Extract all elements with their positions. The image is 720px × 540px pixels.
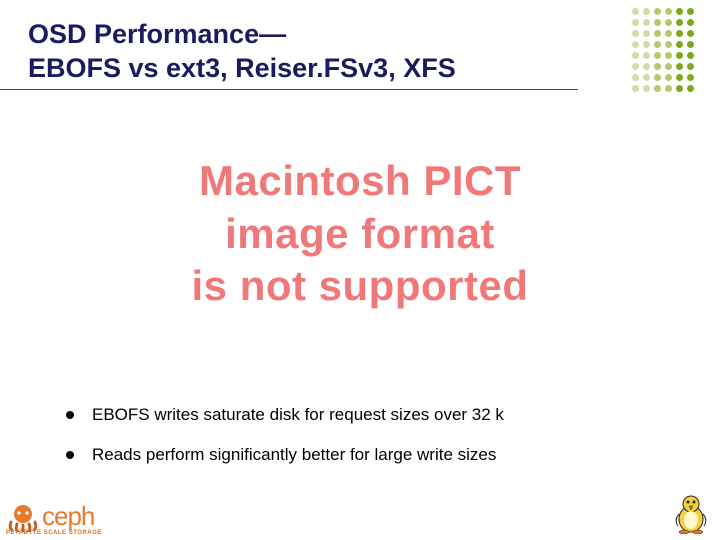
grid-dot <box>676 30 683 37</box>
grid-dot <box>632 52 639 59</box>
grid-dot <box>654 30 661 37</box>
bullet-text: EBOFS writes saturate disk for request s… <box>92 405 504 425</box>
bullet-text: Reads perform significantly better for l… <box>92 445 496 465</box>
grid-dot <box>687 85 694 92</box>
bullet-dot-icon <box>66 411 74 419</box>
bullet-list: EBOFS writes saturate disk for request s… <box>66 405 504 485</box>
grid-dot <box>632 30 639 37</box>
grid-dot <box>654 63 661 70</box>
msg-line-3: is not supported <box>192 262 529 309</box>
bullet-dot-icon <box>66 451 74 459</box>
grid-dot <box>632 19 639 26</box>
grid-dot <box>687 63 694 70</box>
grid-dot <box>632 8 639 15</box>
grid-dot <box>676 52 683 59</box>
title-line-1: OSD Performance— <box>28 19 286 49</box>
grid-dot <box>632 85 639 92</box>
grid-dot <box>632 74 639 81</box>
unsupported-image-message: Macintosh PICT image format is not suppo… <box>0 155 720 313</box>
grid-dot <box>665 8 672 15</box>
grid-dot <box>665 41 672 48</box>
grid-dot <box>665 19 672 26</box>
bullet-item: EBOFS writes saturate disk for request s… <box>66 405 504 425</box>
msg-line-2: image format <box>225 210 495 257</box>
grid-dot <box>643 41 650 48</box>
grid-dot <box>665 63 672 70</box>
slide-title-area: OSD Performance— EBOFS vs ext3, Reiser.F… <box>0 0 720 96</box>
grid-dot <box>665 85 672 92</box>
title-line-2: EBOFS vs ext3, Reiser.FSv3, XFS <box>28 53 456 83</box>
grid-dot <box>654 8 661 15</box>
grid-dot <box>643 63 650 70</box>
grid-dot <box>654 85 661 92</box>
grid-dot <box>687 52 694 59</box>
ceph-wordmark: ceph <box>42 501 94 532</box>
grid-dot <box>676 74 683 81</box>
grid-dot <box>687 19 694 26</box>
bullet-item: Reads perform significantly better for l… <box>66 445 504 465</box>
grid-dot <box>676 63 683 70</box>
grid-dot <box>676 85 683 92</box>
grid-dot <box>665 30 672 37</box>
grid-dot <box>665 52 672 59</box>
msg-line-1: Macintosh PICT <box>199 157 521 204</box>
slide-title: OSD Performance— EBOFS vs ext3, Reiser.F… <box>28 18 568 86</box>
grid-dot <box>643 19 650 26</box>
grid-dot <box>654 52 661 59</box>
grid-dot <box>643 74 650 81</box>
ceph-logo-row: ceph <box>6 501 94 532</box>
ceph-octopus-icon <box>6 502 40 532</box>
grid-dot <box>643 85 650 92</box>
grid-dot <box>687 8 694 15</box>
grid-dot <box>632 63 639 70</box>
grid-dot <box>687 30 694 37</box>
decorative-dot-grid <box>632 8 698 96</box>
grid-dot <box>687 41 694 48</box>
grid-dot <box>643 8 650 15</box>
grid-dot <box>654 19 661 26</box>
penguin-mascot-icon <box>672 492 710 534</box>
grid-dot <box>676 41 683 48</box>
grid-dot <box>643 30 650 37</box>
ceph-logo: ceph PETABYTE SCALE STORAGE <box>6 501 102 536</box>
grid-dot <box>687 74 694 81</box>
grid-dot <box>676 19 683 26</box>
title-underline <box>0 89 578 90</box>
grid-dot <box>665 74 672 81</box>
grid-dot <box>654 74 661 81</box>
grid-dot <box>632 41 639 48</box>
ceph-tagline: PETABYTE SCALE STORAGE <box>6 530 102 536</box>
grid-dot <box>676 8 683 15</box>
grid-dot <box>643 52 650 59</box>
grid-dot <box>654 41 661 48</box>
